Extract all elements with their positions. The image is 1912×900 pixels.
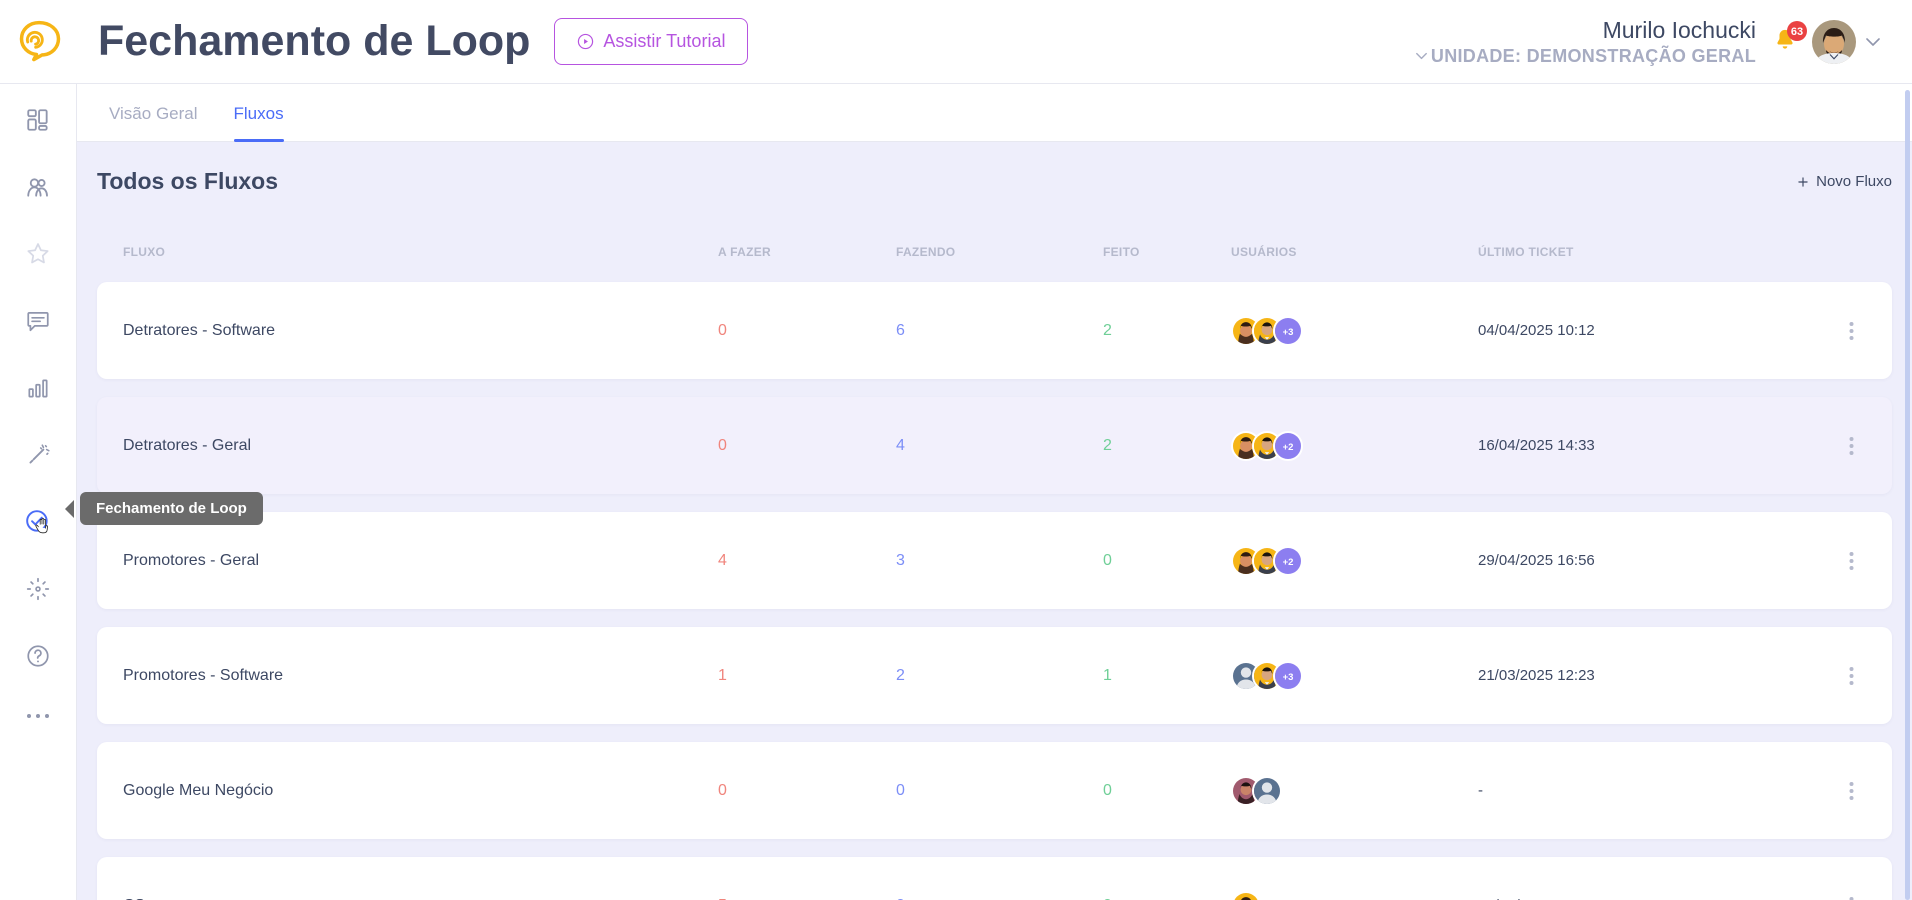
svg-text:63: 63 bbox=[1791, 26, 1803, 38]
svg-text:+2: +2 bbox=[1283, 556, 1294, 567]
svg-text:+3: +3 bbox=[1283, 671, 1294, 682]
svg-text:+2: +2 bbox=[1283, 441, 1294, 452]
svg-text:+3: +3 bbox=[1283, 326, 1294, 337]
